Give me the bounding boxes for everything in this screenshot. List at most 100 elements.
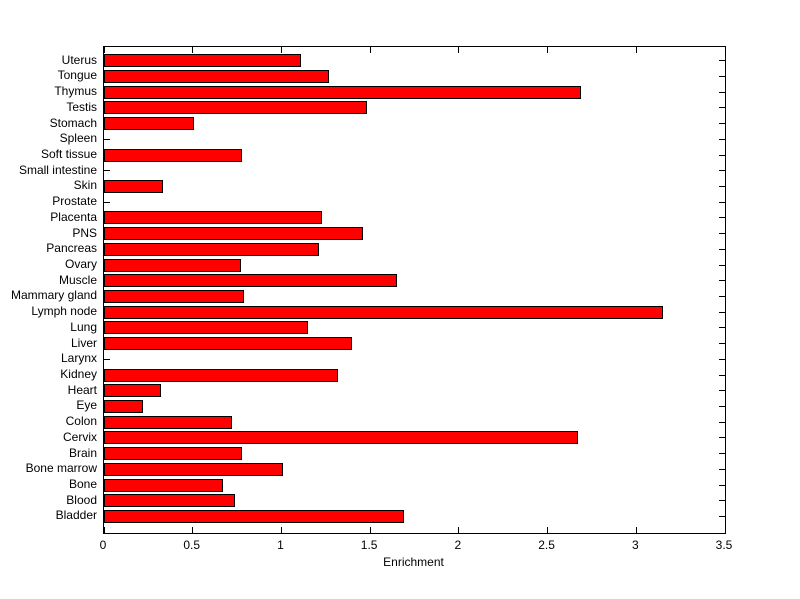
x-axis-title: Enrichment [383, 555, 444, 569]
category-label-cervix: Cervix [62, 429, 97, 444]
category-label-bone-marrow: Bone marrow [25, 461, 97, 476]
x-tick-label: 3 [631, 538, 639, 552]
y-tick-mark [719, 453, 725, 455]
bar-muscle [104, 274, 397, 288]
bar-testis [104, 101, 367, 115]
y-tick-mark [719, 390, 725, 392]
category-label-lung: Lung [70, 319, 97, 334]
y-tick-mark [719, 358, 725, 360]
bar-mammary-gland [104, 289, 245, 303]
x-tick-mark [280, 47, 282, 53]
x-tick-label: 0 [99, 538, 107, 552]
y-tick-mark [719, 107, 725, 109]
y-tick-mark [719, 343, 725, 345]
x-tick-mark [458, 47, 460, 53]
x-tick-mark [635, 527, 637, 533]
bar-pns [104, 227, 364, 241]
y-tick-mark [719, 311, 725, 313]
bar-tongue [104, 69, 330, 83]
category-label-lymph-node: Lymph node [31, 304, 97, 319]
category-label-kidney: Kidney [60, 367, 97, 382]
category-label-bladder: Bladder [55, 508, 97, 523]
y-tick-mark [719, 233, 725, 235]
bar-bone-marrow [104, 462, 284, 476]
x-tick-mark [369, 527, 371, 533]
category-label-eye: Eye [76, 398, 97, 413]
x-tick-label: 2.5 [538, 538, 555, 552]
y-tick-mark [719, 437, 725, 439]
bar-thymus [104, 85, 582, 99]
category-label-stomach: Stomach [49, 115, 97, 130]
y-tick-mark [719, 123, 725, 125]
category-label-skin: Skin [73, 178, 97, 193]
category-label-placenta: Placenta [50, 209, 97, 224]
category-label-muscle: Muscle [58, 272, 97, 287]
y-tick-mark [719, 405, 725, 407]
bar-skin [104, 179, 163, 193]
x-tick-label: 1.5 [360, 538, 378, 552]
category-label-small-intestine: Small intestine [18, 162, 97, 177]
y-tick-mark [719, 500, 725, 502]
y-tick-mark [719, 201, 725, 203]
bar-cervix [104, 431, 578, 445]
plot-area [103, 46, 726, 534]
category-label-pns: PNS [72, 225, 97, 240]
category-label-larynx: Larynx [60, 351, 97, 366]
category-label-colon: Colon [65, 414, 97, 429]
bar-liver [104, 337, 353, 351]
category-label-brain: Brain [68, 445, 97, 460]
y-tick-mark [719, 154, 725, 156]
y-tick-mark [719, 248, 725, 250]
y-tick-mark [719, 91, 725, 93]
y-tick-mark [719, 217, 725, 219]
bar-colon [104, 415, 232, 429]
category-label-uterus: Uterus [61, 52, 97, 67]
category-label-prostate: Prostate [52, 194, 97, 209]
bar-bone [104, 478, 223, 492]
x-tick-mark [192, 47, 194, 53]
category-label-soft-tissue: Soft tissue [40, 147, 97, 161]
x-tick-mark [458, 527, 460, 533]
bar-pancreas [104, 242, 319, 256]
x-tick-mark [369, 47, 371, 53]
x-tick-mark [547, 47, 549, 53]
x-tick-label: 2 [454, 538, 462, 552]
x-tick-mark [280, 527, 282, 533]
x-tick-mark [103, 527, 105, 533]
y-tick-mark [104, 201, 110, 203]
bar-brain [104, 447, 243, 461]
category-label-pancreas: Pancreas [46, 241, 97, 256]
y-tick-mark [719, 374, 725, 376]
y-tick-mark [719, 484, 725, 486]
category-label-tongue: Tongue [57, 68, 97, 83]
y-tick-mark [719, 421, 725, 423]
y-tick-mark [104, 138, 110, 140]
category-label-blood: Blood [66, 492, 97, 507]
bar-eye [104, 399, 144, 413]
category-label-testis: Testis [66, 99, 97, 114]
category-label-liver: Liver [70, 335, 97, 350]
y-tick-mark [719, 327, 725, 329]
x-tick-mark [635, 47, 637, 53]
bar-soft-tissue [104, 148, 243, 162]
category-label-ovary: Ovary [64, 257, 97, 272]
x-tick-mark [103, 47, 105, 53]
category-label-heart: Heart [67, 382, 97, 397]
y-tick-mark [104, 170, 110, 172]
x-tick-mark [192, 527, 194, 533]
x-tick-mark [547, 527, 549, 533]
y-tick-mark [719, 138, 725, 140]
y-tick-mark [719, 515, 725, 517]
bar-ovary [104, 258, 241, 272]
y-tick-mark [719, 170, 725, 172]
bar-lymph-node [104, 305, 663, 319]
y-tick-mark [719, 468, 725, 470]
bar-bladder [104, 509, 404, 523]
y-tick-mark [719, 264, 725, 266]
x-tick-label: 0.5 [183, 538, 201, 552]
y-tick-mark [719, 60, 725, 62]
x-tick-mark [724, 527, 726, 533]
y-tick-mark [104, 358, 110, 360]
y-tick-mark [719, 295, 725, 297]
x-tick-label: 3.5 [715, 538, 733, 552]
